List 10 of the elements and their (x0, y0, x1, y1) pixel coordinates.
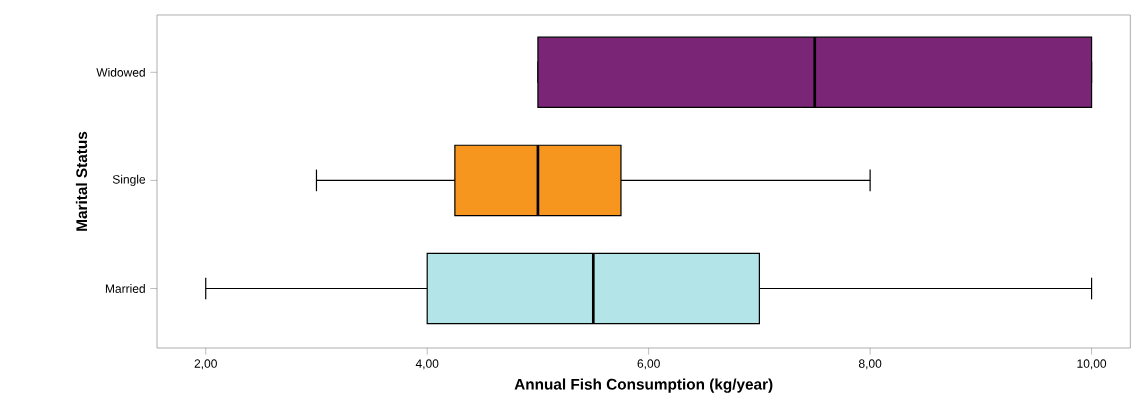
x-tick-label: 6,00 (637, 359, 660, 370)
x-axis-title: Annual Fish Consumption (kg/year) (514, 378, 773, 393)
y-axis-title: Marital Status (75, 131, 88, 231)
x-tick-label: 2,00 (194, 359, 217, 370)
y-tick-label: Married (105, 284, 145, 293)
y-tick-label: Widowed (96, 67, 145, 77)
x-tick-label: 10,00 (1077, 359, 1107, 370)
y-tick-label: Single (112, 174, 146, 186)
x-tick-label: 4,00 (415, 359, 439, 370)
x-tick-label: 8,00 (858, 359, 882, 370)
